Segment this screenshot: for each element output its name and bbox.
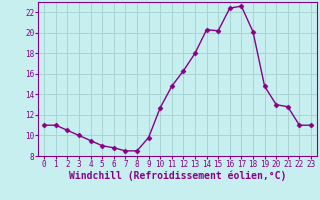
X-axis label: Windchill (Refroidissement éolien,°C): Windchill (Refroidissement éolien,°C): [69, 171, 286, 181]
